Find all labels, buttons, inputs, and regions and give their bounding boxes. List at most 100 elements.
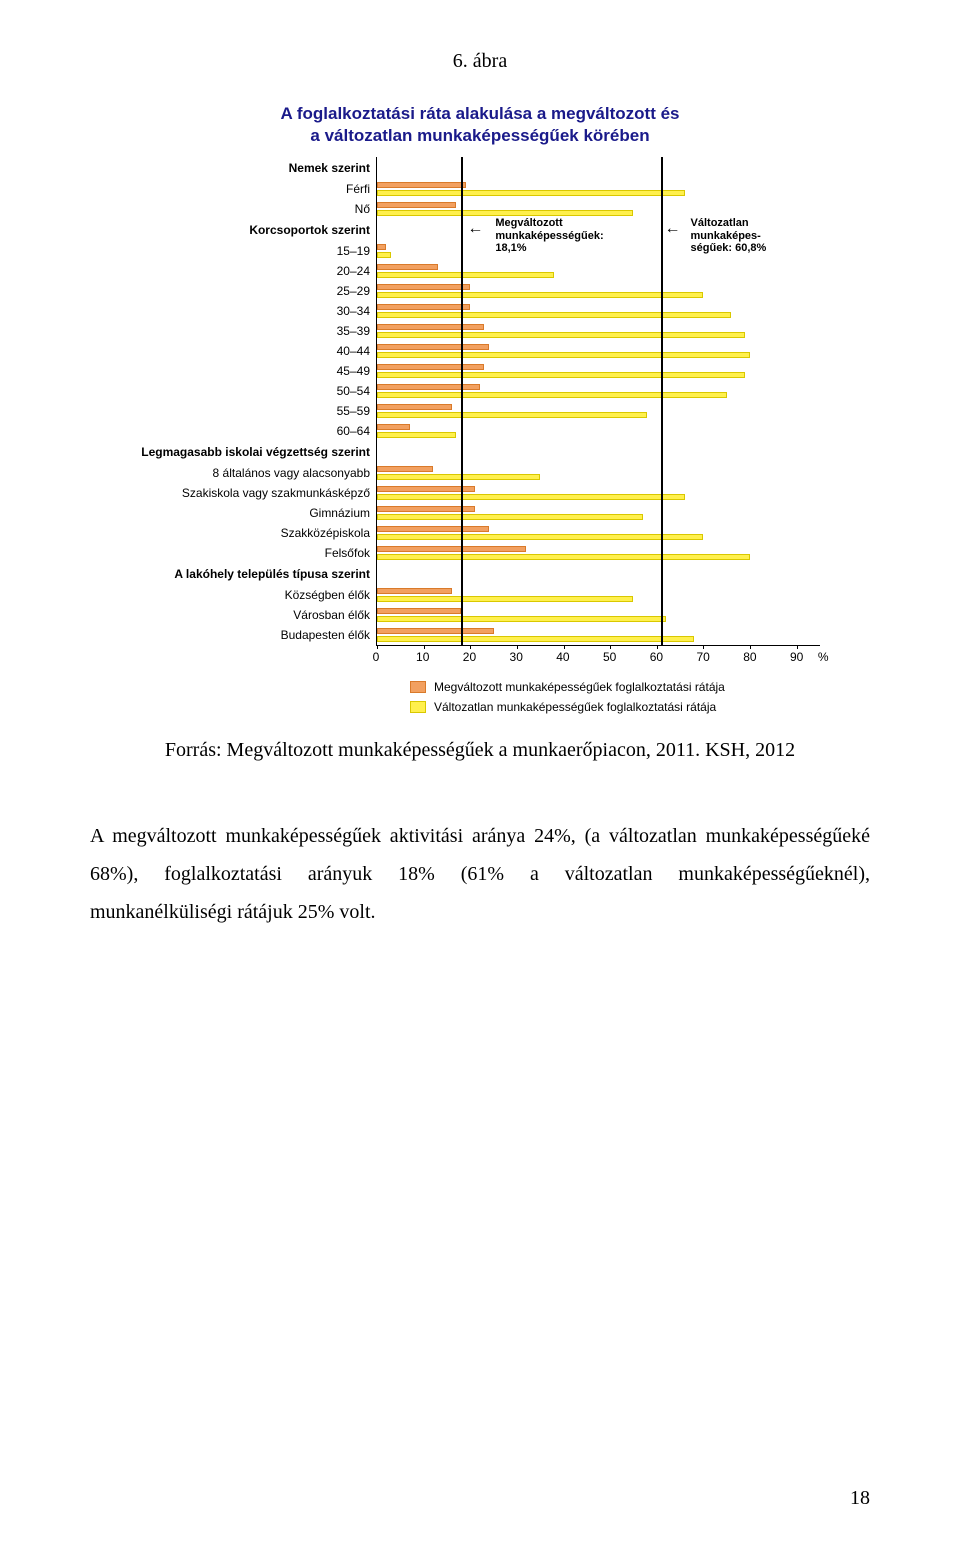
bar-row: [377, 585, 820, 605]
x-axis-tick-label: 20: [463, 650, 476, 664]
bar-changed: [377, 244, 386, 250]
figure-number: 6. ábra: [90, 50, 870, 73]
bar-row: [377, 543, 820, 563]
x-axis-tick-label: 70: [696, 650, 709, 664]
bar-row: [377, 199, 820, 219]
x-axis-tick-label: 60: [650, 650, 663, 664]
bar-unchanged: [377, 412, 647, 418]
bar-changed: [377, 486, 475, 492]
bar-changed: [377, 628, 494, 634]
bar-unchanged: [377, 190, 685, 196]
bar-changed: [377, 404, 452, 410]
bar-row: [377, 301, 820, 321]
bar-unchanged: [377, 534, 703, 540]
bar-changed: [377, 202, 456, 208]
chart-title-line1: A foglalkoztatási ráta alakulása a megvá…: [280, 104, 679, 123]
bar-row: [377, 341, 820, 361]
chart-labels-column: Nemek szerintFérfiNőKorcsoportok szerint…: [140, 157, 376, 646]
bar-unchanged: [377, 432, 456, 438]
row-label: 35–39: [140, 321, 370, 341]
bar-row: [377, 605, 820, 625]
legend-swatch-unchanged: [410, 701, 426, 713]
row-label: Gimnázium: [140, 503, 370, 523]
reference-line: [461, 157, 463, 645]
section-header-spacer: [377, 441, 820, 463]
row-label: 55–59: [140, 401, 370, 421]
bar-changed: [377, 364, 484, 370]
reference-annotation-unchanged: Változatlanmunkaképes-ségűek: 60,8%: [691, 217, 767, 255]
bar-changed: [377, 304, 470, 310]
legend-item-changed: Megváltozott munkaképességűek foglalkozt…: [410, 680, 820, 694]
x-axis-tick-label: 10: [416, 650, 429, 664]
bar-changed: [377, 424, 410, 430]
row-label: 40–44: [140, 341, 370, 361]
section-header-label: Legmagasabb iskolai végzettség szerint: [140, 441, 370, 463]
row-label: Városban élők: [140, 605, 370, 625]
legend-swatch-changed: [410, 681, 426, 693]
body-paragraph: A megváltozott munkaképességűek aktivitá…: [90, 817, 870, 931]
bar-changed: [377, 182, 466, 188]
bar-row: [377, 261, 820, 281]
x-axis-tick-label: 80: [743, 650, 756, 664]
row-label: Szakiskola vagy szakmunkásképző: [140, 483, 370, 503]
bar-changed: [377, 526, 489, 532]
bar-row: [377, 281, 820, 301]
section-header-label: A lakóhely település típusa szerint: [140, 563, 370, 585]
row-label: 60–64: [140, 421, 370, 441]
chart-plot-area: Megváltozottmunkaképességűek:18,1% ← Válto…: [376, 157, 820, 646]
bar-changed: [377, 588, 452, 594]
row-label: 45–49: [140, 361, 370, 381]
section-header-spacer: [377, 563, 820, 585]
bar-changed: [377, 466, 433, 472]
bar-row: [377, 361, 820, 381]
arrow-left-icon: ←: [467, 221, 483, 237]
bar-unchanged: [377, 514, 643, 520]
bar-unchanged: [377, 252, 391, 258]
row-label: 30–34: [140, 301, 370, 321]
bar-changed: [377, 384, 480, 390]
bar-changed: [377, 608, 461, 614]
row-label: 15–19: [140, 241, 370, 261]
x-axis-tick-label: 30: [510, 650, 523, 664]
reference-line: [661, 157, 663, 645]
bar-row: [377, 503, 820, 523]
reference-annotation-changed: Megváltozottmunkaképességűek:18,1%: [495, 217, 603, 255]
row-label: 25–29: [140, 281, 370, 301]
section-header-label: Nemek szerint: [140, 157, 370, 179]
bar-unchanged: [377, 616, 666, 622]
bar-unchanged: [377, 272, 554, 278]
chart-legend: Megváltozott munkaképességűek foglalkozt…: [410, 680, 820, 714]
row-label: 8 általános vagy alacsonyabb: [140, 463, 370, 483]
chart-title: A foglalkoztatási ráta alakulása a megvá…: [200, 103, 760, 147]
bar-unchanged: [377, 292, 703, 298]
bar-changed: [377, 344, 489, 350]
legend-item-unchanged: Változatlan munkaképességűek foglalkozta…: [410, 700, 820, 714]
bar-row: [377, 523, 820, 543]
x-axis-tick-label: 90: [790, 650, 803, 664]
row-label: Szakközépiskola: [140, 523, 370, 543]
bar-unchanged: [377, 332, 745, 338]
row-label: Férfi: [140, 179, 370, 199]
bar-row: [377, 401, 820, 421]
bar-unchanged: [377, 372, 745, 378]
arrow-left-icon: ←: [665, 221, 681, 237]
bar-row: [377, 483, 820, 503]
bar-unchanged: [377, 352, 750, 358]
x-axis-unit-label: %: [818, 650, 829, 664]
bar-changed: [377, 546, 526, 552]
bar-changed: [377, 506, 475, 512]
x-axis-tick-label: 40: [556, 650, 569, 664]
bar-unchanged: [377, 312, 731, 318]
bar-row: [377, 463, 820, 483]
x-axis-tick-label: 50: [603, 650, 616, 664]
bar-changed: [377, 324, 484, 330]
bar-unchanged: [377, 210, 633, 216]
bar-unchanged: [377, 596, 633, 602]
bar-unchanged: [377, 636, 694, 642]
row-label: Nő: [140, 199, 370, 219]
legend-label-unchanged: Változatlan munkaképességűek foglalkozta…: [434, 700, 716, 714]
row-label: Felsőfok: [140, 543, 370, 563]
section-header-spacer: [377, 157, 820, 179]
chart-title-line2: a változatlan munkaképességűek körében: [310, 126, 649, 145]
page-number: 18: [850, 1487, 870, 1510]
